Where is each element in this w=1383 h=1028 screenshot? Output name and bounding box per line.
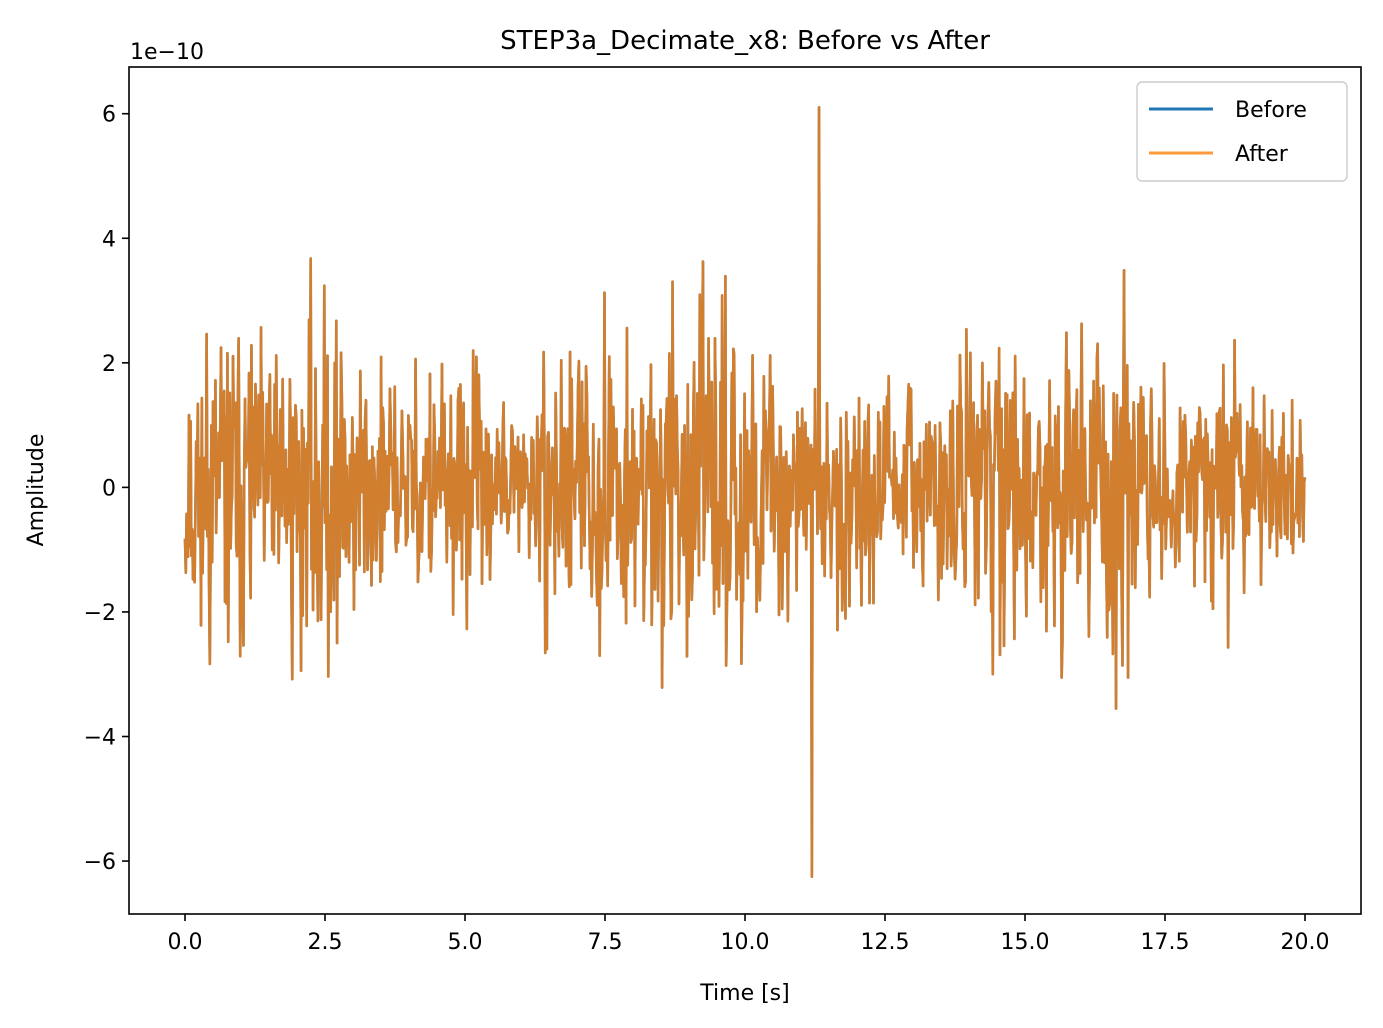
x-tick-label: 20.0 <box>1281 930 1330 955</box>
y-tick-label: 2 <box>102 352 116 377</box>
series-layer <box>183 106 1307 878</box>
y-tick-label: 6 <box>102 103 116 128</box>
y-tick-label: −6 <box>84 850 116 875</box>
x-tick-label: 12.5 <box>861 930 910 955</box>
chart-title: STEP3a_Decimate_x8: Before vs After <box>500 26 990 56</box>
y-tick-label: 0 <box>102 476 116 501</box>
x-tick-label: 5.0 <box>448 930 483 955</box>
legend: Before After <box>1136 81 1348 182</box>
x-axis-label: Time [s] <box>699 981 789 1006</box>
legend-box <box>1136 81 1348 182</box>
y-axis-label: Amplitude <box>24 434 49 547</box>
y-offset-label: 1e−10 <box>130 40 204 65</box>
x-tick-label: 2.5 <box>308 930 343 955</box>
x-tick-label: 7.5 <box>588 930 623 955</box>
x-tick-label: 10.0 <box>721 930 770 955</box>
legend-label-after: After <box>1235 142 1289 167</box>
y-axis: −6 −4 −2 0 2 4 6 <box>84 103 129 875</box>
x-tick-label: 0.0 <box>168 930 203 955</box>
legend-label-before: Before <box>1235 98 1307 123</box>
x-axis: 0.0 2.5 5.0 7.5 10.0 12.5 15.0 17.5 20.0 <box>168 914 1330 955</box>
x-tick-label: 15.0 <box>1001 930 1050 955</box>
series-line-after <box>183 106 1307 878</box>
y-tick-label: −2 <box>84 601 116 626</box>
x-tick-label: 17.5 <box>1141 930 1190 955</box>
plot-area <box>183 106 1307 878</box>
y-tick-label: −4 <box>84 726 116 751</box>
y-tick-label: 4 <box>102 227 116 252</box>
